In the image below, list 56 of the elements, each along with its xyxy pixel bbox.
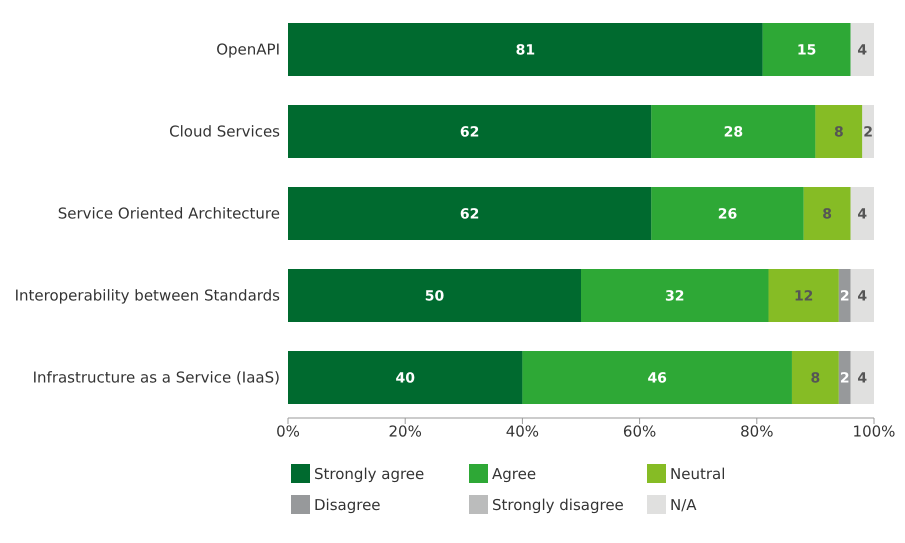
data-label: 8 (822, 206, 832, 222)
data-label: 8 (834, 124, 844, 140)
x-tick-label: 0% (276, 422, 300, 441)
data-label: 2 (840, 370, 850, 386)
bar (522, 351, 792, 404)
data-label: 8 (810, 370, 820, 386)
data-label: 2 (840, 288, 850, 304)
bar (762, 23, 851, 76)
y-tick-label: Infrastructure as a Service (IaaS) (32, 368, 280, 386)
x-tick-label: 20% (388, 422, 422, 441)
y-tick-label: OpenAPI (216, 40, 280, 58)
bar (850, 351, 874, 404)
bar (850, 187, 874, 240)
data-label: 62 (460, 124, 480, 140)
legend-label: Disagree (314, 496, 381, 514)
data-label: 4 (857, 370, 868, 386)
x-tick-label: 60% (622, 422, 656, 441)
data-label: 4 (857, 288, 868, 304)
data-label: 2 (863, 124, 874, 140)
x-tick-label: 80% (740, 422, 774, 441)
data-label: 32 (665, 288, 684, 304)
bar (768, 269, 839, 322)
data-label: 81 (516, 42, 536, 58)
bar (288, 351, 522, 404)
bar (815, 105, 862, 158)
bar (288, 23, 763, 76)
bar (651, 187, 804, 240)
data-label: 50 (424, 288, 444, 304)
y-tick-label: Cloud Services (169, 122, 280, 140)
legend-label: Strongly disagree (492, 496, 624, 514)
bar (288, 269, 581, 322)
data-label: 46 (647, 370, 667, 386)
bar (792, 351, 839, 404)
data-label: 28 (724, 124, 744, 140)
bar (288, 105, 652, 158)
legend-label: Strongly agree (314, 464, 424, 482)
data-label: 15 (796, 42, 816, 58)
y-tick-label: Service Oriented Architecture (58, 204, 280, 222)
bar (850, 269, 874, 322)
data-label: 62 (460, 206, 480, 222)
bar (651, 105, 816, 158)
bar (581, 269, 769, 322)
x-tick-label: 40% (506, 422, 540, 441)
bar (850, 23, 874, 76)
data-label: 26 (718, 206, 738, 222)
x-tick-label: 100% (852, 422, 896, 441)
legend-label: Agree (492, 464, 536, 482)
data-label: 40 (395, 370, 416, 386)
y-tick-label: Interoperability between Standards (14, 286, 280, 304)
legend-label: N/A (670, 496, 697, 514)
bar (288, 187, 652, 240)
bar (804, 187, 851, 240)
data-label: 4 (857, 42, 868, 58)
legend-label: Neutral (670, 464, 726, 482)
data-label: 12 (794, 288, 814, 304)
data-label: 4 (857, 206, 868, 222)
